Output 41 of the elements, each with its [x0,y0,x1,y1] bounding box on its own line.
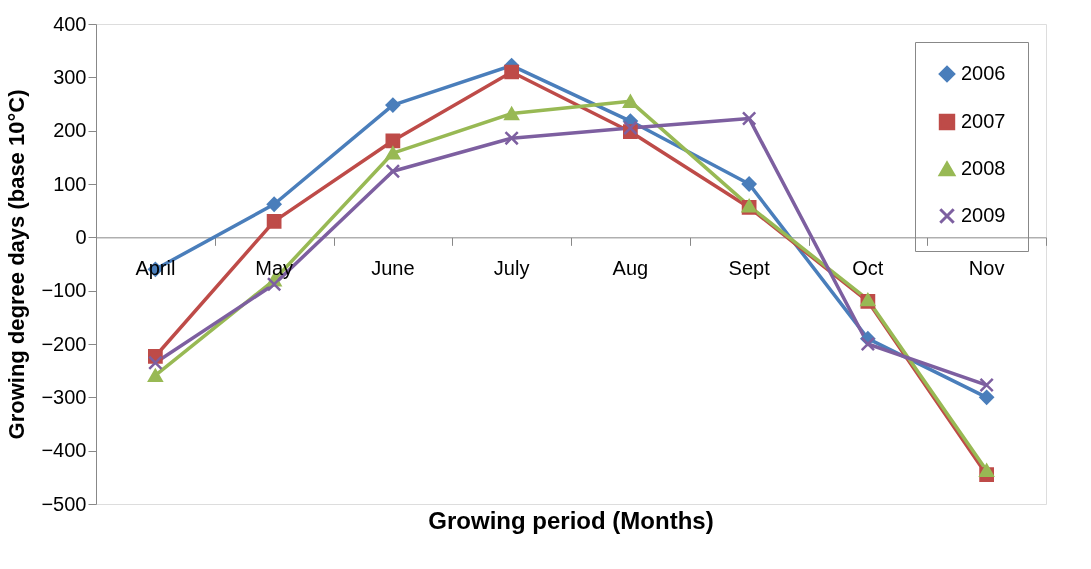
y-axis-title: Growing degree days (base 10°C) [4,89,30,440]
y-tick-label: 200 [53,119,87,142]
x-tick-label: Sept [728,257,771,280]
y-tick-label: 300 [53,65,87,88]
point [623,120,638,136]
legend-label: 2008 [961,157,1006,179]
x-axis-title: Growing period (Months) [428,507,714,534]
point [148,355,163,371]
x-tick-label: June [371,257,415,280]
point [266,196,282,212]
point [979,377,994,393]
y-tick-label: −300 [41,385,87,408]
y-tick-label: 400 [53,12,87,35]
y-tick-label: 100 [53,172,87,195]
point [979,389,994,405]
point [385,146,401,160]
y-tick-label: −200 [41,332,87,355]
y-tick-label: −500 [41,492,87,515]
x-tick-label: July [493,257,530,280]
point [504,107,519,121]
point [385,97,401,113]
legend-label: 2009 [961,204,1006,226]
point [504,130,519,146]
x-tick-label: Oct [852,257,884,280]
legend-label: 2007 [961,110,1006,132]
y-tick-label: −100 [41,279,87,302]
point [148,368,163,383]
point [860,336,876,352]
x-tick-label: Aug [612,257,649,280]
point [385,133,401,149]
y-tick-label: 0 [75,225,87,248]
point [623,94,638,108]
point [741,111,757,126]
y-tick-label: −400 [41,439,87,462]
point [741,176,757,192]
point [979,463,994,477]
legend-label: 2006 [961,62,1006,84]
point [385,163,401,179]
point [266,213,282,229]
point [504,64,519,80]
x-tick-label: Nov [968,257,1005,280]
